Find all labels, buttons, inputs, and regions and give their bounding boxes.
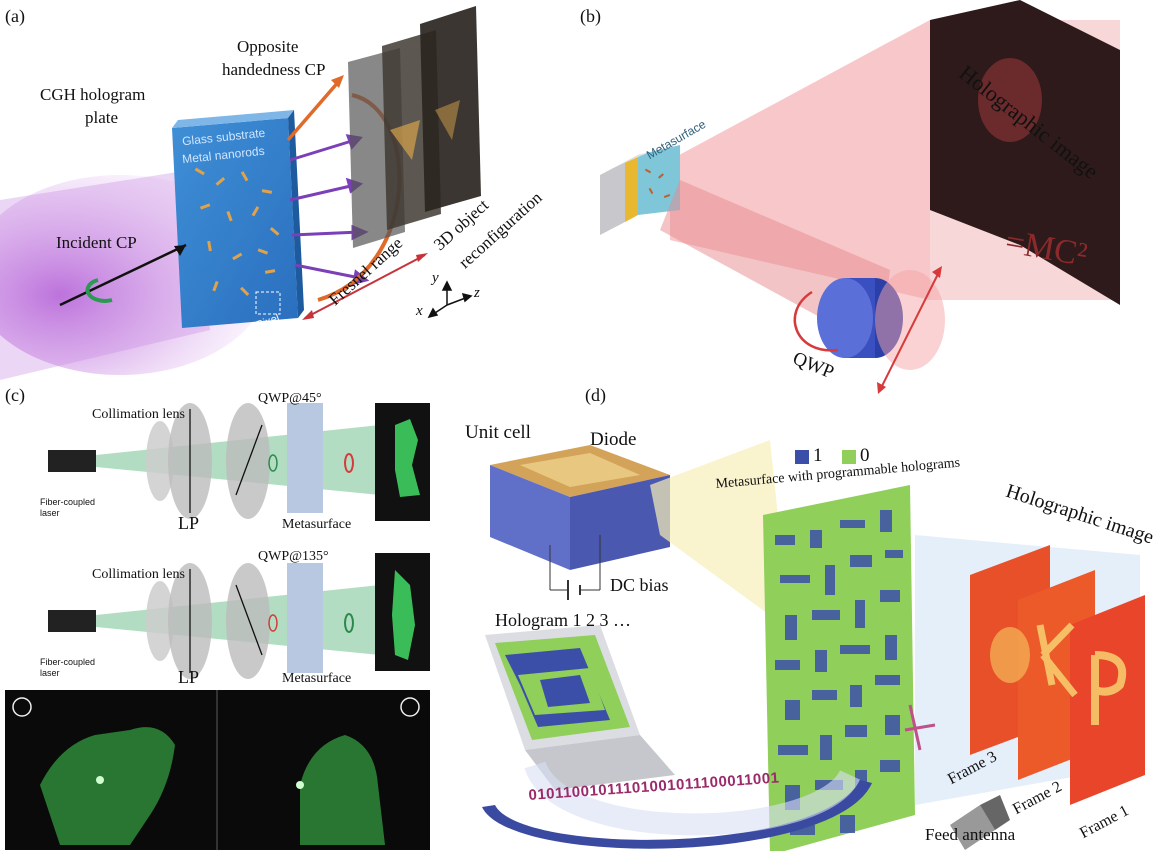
legend-0-label: 0 (860, 445, 870, 466)
panel-d: (d) (440, 385, 1164, 851)
metasurface-block (638, 145, 680, 215)
panel-c-illustration (5, 403, 430, 850)
lp-label-2: LP (178, 667, 200, 687)
qwp135-label: QWP@135° (258, 549, 329, 564)
metasurface-1 (287, 403, 323, 513)
laser-1 (48, 450, 96, 472)
opposite-label-1: Opposite (237, 37, 299, 56)
panel-b-illustration (600, 0, 1120, 394)
frame-1-image (1070, 595, 1145, 805)
hologram-sequence-label: Hologram 1 2 3 … (495, 610, 631, 630)
cgh-label-2: plate (85, 108, 119, 127)
legend-swatch-1 (795, 450, 809, 464)
nanorods (194, 167, 280, 296)
panel-a-label: (a) (5, 6, 25, 26)
feed-antenna (950, 805, 995, 850)
panel-a-illustration (0, 6, 481, 380)
panel-c-label: (c) (5, 385, 25, 405)
diode-label: Diode (590, 429, 637, 450)
pixel-box (255, 291, 281, 315)
unit-cell-label: Unit cell (465, 422, 531, 443)
axis-x-label: x (416, 303, 423, 319)
metasurface-label-c1: Metasurface (282, 517, 352, 532)
panel-b-label: (b) (580, 6, 601, 26)
circular-polarization-icon (85, 278, 113, 303)
laser-2 (48, 610, 96, 632)
laser-label-1b: laser (40, 508, 60, 518)
data-cable (482, 780, 872, 849)
metasurface-label-c2: Metasurface (282, 671, 352, 686)
axis-z-label: z (474, 285, 480, 301)
panel-c: (c) Collimation l (0, 385, 440, 851)
legend-swatch-0 (842, 450, 856, 464)
panel-a: (a) (0, 0, 580, 385)
lp-label-1: LP (178, 513, 200, 533)
laser-label-2b: laser (40, 668, 60, 678)
laser-label-1a: Fiber-coupled (40, 497, 96, 507)
legend-1-label: 1 (813, 445, 823, 466)
incident-cp-label: Incident CP (56, 233, 137, 252)
laser-label-2a: Fiber-coupled (40, 657, 96, 667)
cgh-label-1: CGH hologram (40, 85, 146, 104)
panel-d-label: (d) (585, 385, 606, 405)
collimation-label-2: Collimation lens (92, 567, 185, 582)
opposite-label-2: handedness CP (222, 60, 326, 79)
metasurface-2 (287, 563, 323, 673)
axis-y-label: y (432, 270, 439, 286)
hologram-plate (172, 118, 298, 328)
collimation-label-1: Collimation lens (92, 407, 185, 422)
dc-bias-label: DC bias (610, 575, 669, 595)
qwp45-label: QWP@45° (258, 391, 322, 406)
feed-antenna-label: Feed antenna (925, 825, 1016, 844)
holographic-screen (930, 0, 1120, 305)
panel-d-illustration (482, 440, 1145, 851)
panel-b: (b) Metasurface Holographic imag (580, 0, 1164, 395)
